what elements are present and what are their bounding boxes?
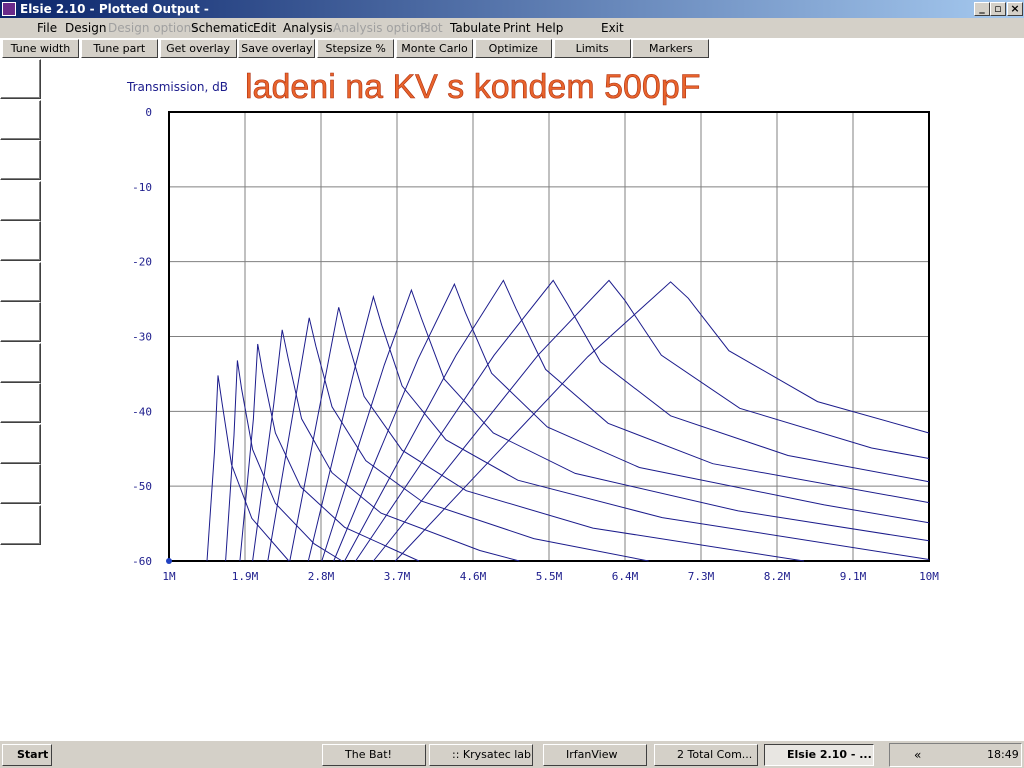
menu-item[interactable]: Print — [503, 21, 531, 35]
x-tick-label: 3.7M — [384, 570, 411, 583]
task-button[interactable]: :: Krysatec lab... — [429, 744, 533, 766]
response-curve — [239, 343, 420, 562]
tray: « 18:49 — [889, 743, 1022, 767]
taskbar: Start « 18:49 The Bat!:: Krysatec lab...… — [0, 740, 1024, 768]
x-tick-label: 4.6M — [460, 570, 487, 583]
response-curve — [394, 281, 930, 562]
plot-type-icon[interactable] — [0, 383, 41, 423]
menu-item[interactable]: Plot — [420, 21, 443, 35]
title-bar: Elsie 2.10 - Plotted Output - _ ▫ × — [0, 0, 1024, 18]
menu-item[interactable]: File — [37, 21, 58, 35]
menu-item[interactable]: Design options — [108, 21, 198, 35]
plot-type-icon[interactable] — [0, 140, 41, 180]
menu-item[interactable]: Design — [65, 21, 107, 35]
toolbar-button[interactable]: Save overlay — [238, 39, 316, 58]
y-tick-label: -40 — [132, 405, 152, 418]
response-curve — [333, 282, 930, 562]
toolbar: Tune width Tune part Get overlay Save overl… — [0, 38, 1024, 58]
response-curve — [344, 279, 930, 562]
response-curve — [321, 288, 930, 562]
response-curve — [252, 329, 520, 562]
response-curve — [267, 317, 649, 562]
response-curve — [289, 307, 805, 562]
y-tick-label: -60 — [132, 555, 152, 568]
x-tick-label: 9.1M — [840, 570, 867, 583]
task-button[interactable]: IrfanView — [543, 744, 647, 766]
toolbar-button[interactable]: Limits — [553, 39, 631, 58]
x-tick-label: 1.9M — [232, 570, 259, 583]
chart-title: ladeni na KV s kondem 500pF — [245, 68, 701, 106]
y-tick-label: -30 — [132, 331, 152, 344]
task-button[interactable]: 2 Total Com... — [654, 744, 758, 766]
menu-item[interactable]: Help — [536, 21, 564, 35]
menu-item[interactable]: Edit — [253, 21, 277, 35]
chart: Transmission, dB ladeni na KV s kondem 5… — [126, 68, 939, 583]
x-tick-label: 10M — [919, 570, 939, 583]
y-axis-label: Transmission, dB — [126, 80, 228, 94]
response-curve — [225, 360, 343, 562]
toolbar-button[interactable]: Optimize — [474, 39, 552, 58]
plot-type-icon[interactable] — [0, 342, 41, 383]
close-button[interactable]: × — [1007, 2, 1023, 16]
task-button[interactable]: The Bat! — [322, 744, 426, 766]
plot-type-icon[interactable] — [0, 423, 41, 464]
menu-item[interactable]: Analysis — [283, 21, 333, 35]
app-icon — [2, 2, 16, 16]
y-tick-label: -20 — [132, 256, 152, 269]
response-curve — [206, 375, 290, 562]
menu-item[interactable]: Schematic — [191, 21, 254, 35]
x-tick-label: 2.8M — [308, 570, 335, 583]
window-title: Elsie 2.10 - Plotted Output - — [20, 2, 209, 16]
clock: 18:49 — [987, 748, 1019, 761]
toolbar-button[interactable]: Tune part — [80, 39, 158, 58]
y-tick-label: -50 — [132, 480, 152, 493]
response-curve — [355, 279, 930, 562]
plot-type-icon[interactable] — [0, 221, 41, 261]
plot-type-icon[interactable] — [0, 180, 41, 221]
plot-type-icon[interactable] — [0, 302, 41, 342]
toolbar-button[interactable]: Tune width — [2, 39, 79, 58]
toolbar-button[interactable]: Stepsize % — [317, 39, 395, 58]
plot-type-icon[interactable] — [0, 59, 41, 99]
toolbar-button[interactable]: Markers — [632, 39, 710, 58]
menu-bar: File Design Design options Schematic Edit Ana… — [0, 18, 1024, 38]
plot-frame — [168, 111, 930, 562]
y-tick-label: 0 — [145, 106, 152, 119]
plot-type-icon[interactable] — [0, 504, 41, 545]
x-tick-label: 6.4M — [612, 570, 639, 583]
response-curve — [307, 294, 930, 562]
minimize-button[interactable]: _ — [974, 2, 990, 16]
plot-type-icon[interactable] — [0, 464, 41, 504]
cursor-marker — [166, 558, 172, 564]
menu-item[interactable]: Exit — [601, 21, 624, 35]
menu-item[interactable]: Tabulate — [450, 21, 501, 35]
start-button[interactable]: Start — [2, 744, 52, 766]
y-tick-label: -10 — [132, 181, 152, 194]
x-tick-label: 8.2M — [764, 570, 791, 583]
plot-type-icon[interactable] — [0, 261, 41, 302]
x-tick-label: 1M — [162, 570, 176, 583]
tray-arrow[interactable]: « — [914, 748, 922, 762]
task-button[interactable]: Elsie 2.10 - ... — [764, 744, 874, 766]
response-curve — [373, 279, 930, 562]
restore-button[interactable]: ▫ — [990, 2, 1006, 16]
toolbar-button[interactable]: Monte Carlo — [396, 39, 473, 58]
menu-item[interactable]: Analysis options — [333, 21, 431, 35]
plot-type-icon[interactable] — [0, 99, 41, 140]
x-tick-label: 7.3M — [688, 570, 715, 583]
x-tick-label: 5.5M — [536, 570, 563, 583]
toolbar-button[interactable]: Get overlay — [159, 39, 237, 58]
